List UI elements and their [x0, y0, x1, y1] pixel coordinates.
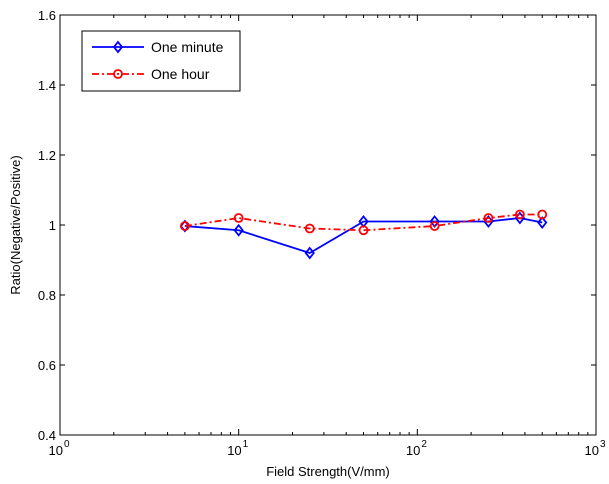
- legend: One minute One hour: [81, 30, 241, 92]
- data-point: [304, 246, 315, 260]
- x-tick-base: 10: [227, 443, 241, 458]
- data-point: [537, 209, 548, 220]
- x-tick-exponent: 2: [421, 439, 427, 450]
- data-point: [179, 221, 190, 231]
- legend-label: One hour: [151, 66, 210, 82]
- y-tick-label: 0.4: [38, 428, 56, 443]
- y-axis-label: Ratio(Negative/Positive): [8, 155, 23, 294]
- x-tick-exponent: 1: [243, 439, 249, 450]
- data-point: [233, 223, 244, 237]
- x-tick-label: 10 1: [227, 439, 248, 458]
- data-point: [358, 225, 369, 236]
- legend-items: One minute One hour: [92, 39, 224, 82]
- x-axis-label: Field Strength(V/mm): [266, 464, 390, 479]
- x-tick-base: 10: [49, 443, 63, 458]
- data-point: [514, 211, 526, 225]
- data-point: [304, 223, 315, 234]
- x-tick-base: 10: [406, 443, 420, 458]
- x-tick-exponent: 3: [600, 439, 606, 450]
- series-layer: [179, 209, 548, 260]
- y-tick-label: 0.8: [38, 288, 56, 303]
- tick-labels: 0.40.60.811.21.41.610 0 10 1 10 2 10 3: [38, 8, 606, 458]
- legend-entry: One minute: [92, 39, 224, 55]
- y-tick-label: 0.6: [38, 358, 56, 373]
- y-tick-label: 1: [49, 218, 56, 233]
- y-tick-label: 1.2: [38, 148, 56, 163]
- legend-box: [81, 30, 241, 92]
- data-point: [514, 209, 525, 220]
- axis-ticks: [59, 14, 597, 436]
- data-point: [537, 216, 548, 229]
- x-tick-base: 10: [585, 443, 599, 458]
- x-tick-label: 10 2: [406, 439, 427, 458]
- legend-marker: [113, 69, 123, 79]
- series-line: [184, 217, 543, 254]
- series-line: [184, 213, 543, 232]
- data-point: [483, 213, 494, 223]
- y-tick-label: 1.4: [38, 78, 56, 93]
- x-tick-label: 10 0: [49, 439, 70, 458]
- legend-entry: One hour: [92, 66, 210, 82]
- data-point: [233, 213, 244, 223]
- x-tick-label: 10 3: [585, 439, 606, 458]
- data-point: [179, 219, 191, 233]
- data-point: [429, 221, 440, 231]
- legend-marker: [112, 40, 124, 54]
- data-point: [483, 215, 494, 228]
- series-circle: [179, 209, 548, 236]
- x-tick-exponent: 0: [64, 439, 70, 450]
- y-tick-label: 1.6: [38, 8, 56, 23]
- legend-label: One minute: [151, 39, 224, 55]
